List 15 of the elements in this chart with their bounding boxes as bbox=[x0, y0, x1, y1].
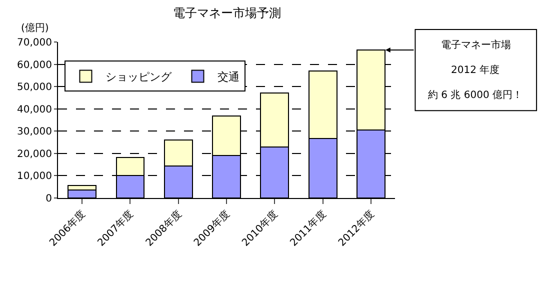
y-tick-label: 70,000 bbox=[17, 38, 52, 48]
text: 電子マネー市場 bbox=[441, 39, 511, 51]
y-axis-title: (億円) bbox=[21, 22, 49, 34]
legend-label: ショッピング bbox=[106, 70, 173, 84]
y-tick-label: 20,000 bbox=[17, 148, 52, 160]
y-tick-label: 10,000 bbox=[17, 171, 52, 182]
y-tick-label: 30,000 bbox=[17, 126, 52, 138]
y-tick-label: 60,000 bbox=[17, 60, 52, 71]
y-tick-label: 40,000 bbox=[17, 104, 52, 116]
legend-label: 交通 bbox=[218, 70, 240, 84]
y-tick-label: 0 bbox=[46, 194, 52, 204]
chart-title: 電子マネー市場予測 bbox=[173, 6, 281, 20]
y-tick-label: 50,000 bbox=[17, 82, 52, 94]
text: 2012 年度 bbox=[451, 64, 500, 76]
text: 約 6 兆 6000 億円！ bbox=[428, 89, 523, 101]
